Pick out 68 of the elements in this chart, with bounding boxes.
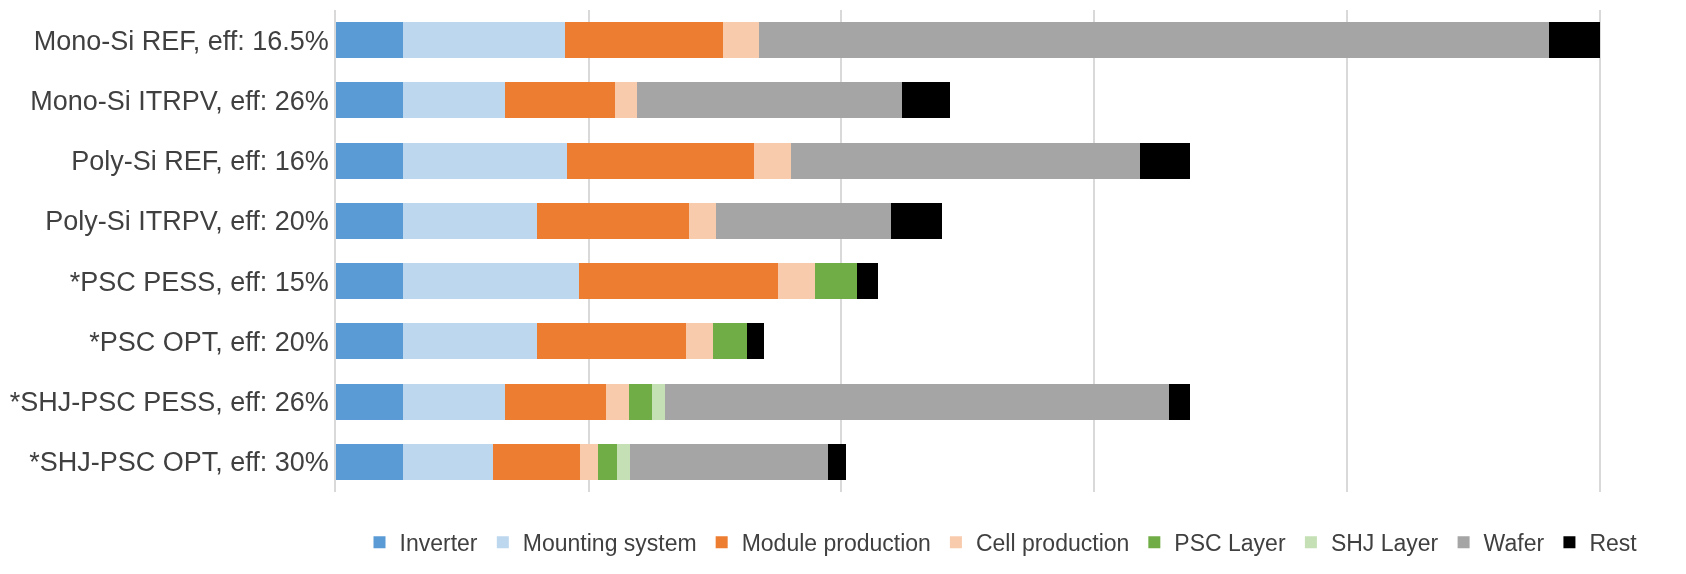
bar <box>616 443 631 480</box>
bar <box>578 263 779 300</box>
bar <box>336 383 403 420</box>
legend-label: Mounting system <box>522 530 697 557</box>
bar <box>778 263 815 300</box>
bar <box>336 22 403 59</box>
bar <box>564 22 723 59</box>
y-tick-label: *PSC OPT, eff: 20% <box>89 326 329 357</box>
y-tick-label: *PSC PESS, eff: 15% <box>69 266 329 297</box>
bar <box>827 443 847 480</box>
bar <box>505 82 616 119</box>
y-tick-label: Mono-Si ITRPV, eff: 26% <box>30 85 329 116</box>
bar <box>402 202 537 239</box>
bar <box>790 142 1140 179</box>
bar <box>615 82 637 119</box>
y-tick-label: *SHJ-PSC OPT, eff: 30% <box>29 447 329 478</box>
bar <box>664 383 1169 420</box>
y-tick-label: Poly-Si REF, eff: 16% <box>71 146 329 177</box>
bar <box>1548 22 1600 59</box>
bar <box>597 443 617 480</box>
bar <box>606 383 630 420</box>
bar <box>814 263 857 300</box>
bar <box>1139 142 1191 179</box>
bar <box>402 22 565 59</box>
y-tick-label: Mono-Si REF, eff: 16.5% <box>33 25 329 56</box>
bar <box>651 383 665 420</box>
bar <box>336 323 403 360</box>
bar <box>579 443 598 480</box>
bar <box>492 443 580 480</box>
bar <box>754 142 791 179</box>
bar <box>712 323 747 360</box>
bar <box>336 142 403 179</box>
bar <box>630 443 828 480</box>
bar <box>902 82 951 119</box>
legend-label: Cell production <box>975 530 1130 557</box>
legend-label: Module production <box>741 530 931 557</box>
bar <box>402 82 506 119</box>
bar <box>402 323 537 360</box>
bar <box>336 202 403 239</box>
bar <box>1168 383 1191 420</box>
bar <box>402 443 493 480</box>
y-tick-label: *SHJ-PSC PESS, eff: 26% <box>9 387 329 418</box>
bar <box>536 323 686 360</box>
bar <box>722 22 760 59</box>
bar <box>685 323 713 360</box>
bar <box>336 443 403 480</box>
legend-label: Inverter <box>399 530 478 557</box>
legend-label: Rest <box>1589 530 1638 557</box>
bar <box>402 142 568 179</box>
legend-label: SHJ Layer <box>1330 530 1439 557</box>
bar <box>505 383 607 420</box>
bar <box>402 383 506 420</box>
bar <box>716 202 891 239</box>
bar <box>856 263 879 300</box>
bar <box>746 323 765 360</box>
bar <box>629 383 652 420</box>
bar <box>567 142 755 179</box>
bar <box>688 202 717 239</box>
bar <box>402 263 579 300</box>
y-tick-label: Poly-Si ITRPV, eff: 20% <box>45 206 329 237</box>
bar <box>536 202 689 239</box>
bar <box>636 82 903 119</box>
bar <box>336 82 403 119</box>
bar <box>890 202 943 239</box>
legend-label: Wafer <box>1483 530 1545 557</box>
legend-label: PSC Layer <box>1174 530 1286 557</box>
bar <box>336 263 403 300</box>
bar <box>759 22 1549 59</box>
